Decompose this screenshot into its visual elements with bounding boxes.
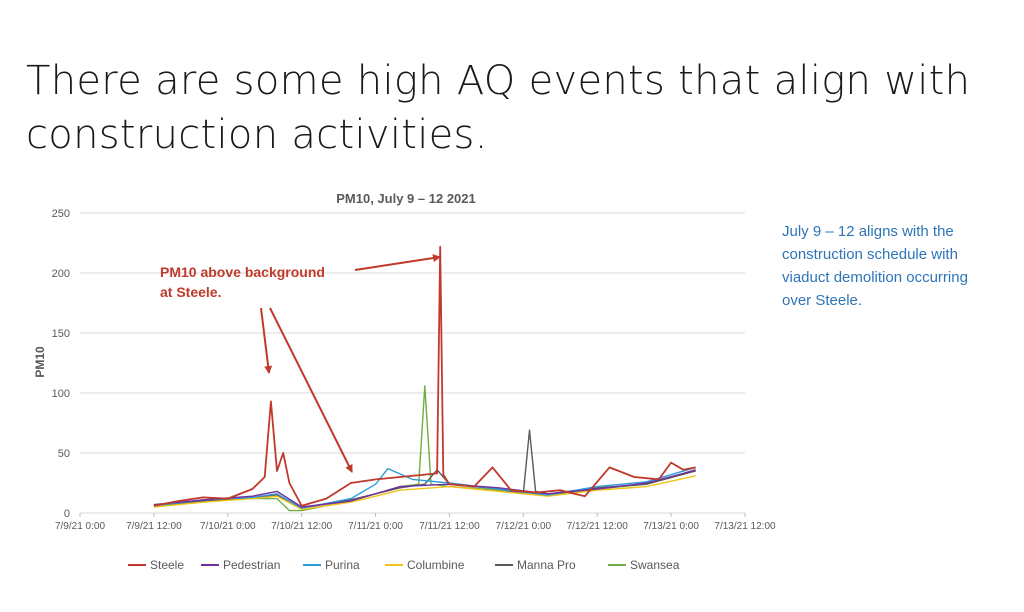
annotation-arrow-3 [269,307,353,473]
legend-label: Steele [150,558,184,572]
annotation-line-1: PM10 above background [160,264,325,280]
annotation-arrow-2 [260,307,273,374]
series-layer [153,245,696,512]
x-tick-label: 7/13/21 0:00 [643,521,699,532]
x-tick-label: 7/10/21 12:00 [271,521,333,532]
y-tick-label: 200 [52,268,70,280]
slide-title: There are some high AQ events that align… [26,54,986,162]
x-tick-label: 7/12/21 12:00 [567,521,629,532]
side-note: July 9 – 12 aligns with the construction… [782,220,1022,312]
x-tick-label: 7/9/21 0:00 [55,521,105,532]
side-note-line-4: over Steele. [782,292,863,309]
series-line-columbine [153,475,696,511]
slide-title-line-2: construction activities. [26,112,488,158]
y-axis-label: PM10 [33,346,47,378]
legend-label: Swansea [630,558,680,572]
y-tick-label: 150 [52,328,70,340]
x-tick-label: 7/11/21 0:00 [348,521,403,532]
annotation-line-2: at Steele. [160,284,222,300]
grid-layer: 0 50 100 150 200 250 7/9/21 0:00 7/9/21 12:00 7/… [52,208,776,532]
annotation-arrow-1 [354,254,441,271]
side-note-line-1: July 9 – 12 aligns with the [782,223,954,240]
chart-annotation: PM10 above background at Steele. [160,262,325,302]
x-tick-label: 7/11/21 12:00 [419,521,480,532]
chart-legend: Steele Pedestrian Purina Columbine Manna Pro… [128,558,680,572]
legend-label: Purina [325,558,360,572]
legend-label: Pedestrian [223,558,280,572]
slide-title-line-1: There are some high AQ events that align… [26,58,971,104]
y-tick-label: 250 [52,208,70,220]
legend-label: Manna Pro [517,558,576,572]
x-tick-label: 7/9/21 12:00 [126,521,182,532]
y-tick-label: 0 [64,508,70,520]
side-note-line-3: viaduct demolition occurring [782,269,968,286]
legend-label: Columbine [407,558,465,572]
y-tick-label: 100 [52,388,70,400]
side-note-line-2: construction schedule with [782,246,958,263]
y-tick-label: 50 [58,448,70,460]
x-tick-label: 7/12/21 0:00 [496,521,552,532]
series-line-purina [153,466,696,509]
series-line-swansea [153,385,696,512]
x-tick-label: 7/10/21 0:00 [200,521,256,532]
series-line-steele [153,245,696,507]
x-tick-label: 7/13/21 12:00 [714,521,776,532]
chart-title: PM10, July 9 – 12 2021 [336,191,475,206]
series-line-pedestrian [153,469,696,508]
annotation-arrows [260,254,441,473]
